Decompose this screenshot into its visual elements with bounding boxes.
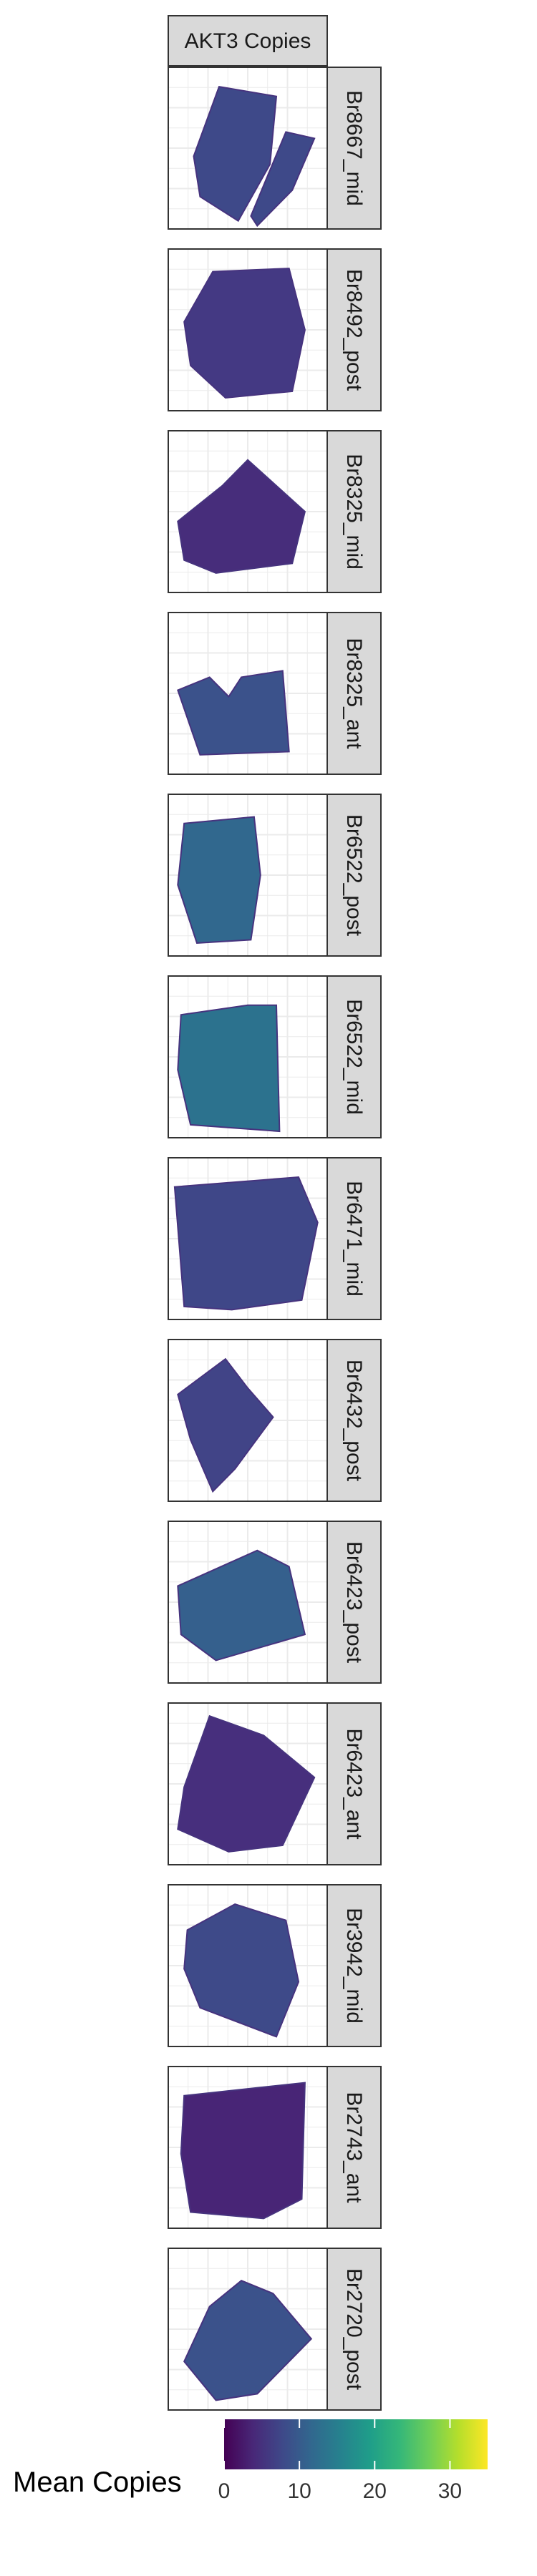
panel-strip [326, 1157, 382, 1320]
facet-panel: Br6522_mid [168, 975, 382, 1138]
facet-panel: Br6432_post [168, 1339, 382, 1502]
tissue-spots [177, 816, 261, 944]
panel-label: Br6423_ant [342, 1728, 366, 1840]
panel-strip [326, 1884, 382, 2047]
tissue-spots [177, 1549, 306, 1662]
panel-strip [326, 1521, 382, 1684]
facet-panel: Br6423_ant [168, 1702, 382, 1865]
facet-strip-bg [168, 15, 328, 67]
panel-label: Br6522_post [342, 814, 366, 937]
panel-label: Br8325_mid [342, 454, 366, 570]
facet-strip: AKT3 Copies [168, 15, 328, 67]
tissue-spots [193, 85, 278, 223]
panel-label: Br6423_post [342, 1541, 366, 1664]
panel-strip [326, 248, 382, 411]
panel-strip [326, 430, 382, 593]
legend-ticks: 0 10 20 30 [218, 2419, 462, 2503]
panel-strip [326, 2248, 382, 2411]
facet-panel: Br6423_post [168, 1521, 382, 1684]
facet-panel: Br6522_post [168, 794, 382, 957]
facet-panel: Br2743_ant [168, 2066, 382, 2229]
tissue-spots [183, 1903, 300, 2038]
panel-label: Br8492_post [342, 269, 366, 391]
panel-strip [326, 794, 382, 957]
tissue-spots [177, 459, 306, 574]
legend: Mean Copies 0 10 20 30 [13, 2419, 488, 2503]
panel-strip [326, 2066, 382, 2229]
facet-panel: Br8325_ant [168, 612, 382, 775]
legend-tick-label: 30 [438, 2479, 462, 2503]
tissue-spots [180, 2082, 306, 2220]
panel-strip [326, 67, 382, 230]
panel-label: Br6432_post [342, 1360, 366, 1482]
tissue-spots [177, 1714, 316, 1853]
facet-panel: Br6471_mid [168, 1157, 382, 1320]
tissue-spots [177, 1004, 281, 1133]
facet-panel: Br8667_mid [168, 67, 382, 230]
legend-tick-label: 0 [218, 2479, 231, 2503]
facet-panel: Br8325_mid [168, 430, 382, 593]
legend-tick-label: 10 [287, 2479, 311, 2503]
panel-strip [326, 975, 382, 1138]
panels: Br8667_mid Br8492_post Br8325_mid Br8325_an… [168, 67, 382, 2411]
facet-panel: Br2720_post [168, 2248, 382, 2411]
tissue-spots [250, 131, 316, 228]
legend-tick-label: 20 [363, 2479, 387, 2503]
legend-colorbar [224, 2419, 488, 2469]
panel-strip [326, 612, 382, 775]
tissue-spots [183, 2280, 313, 2401]
tissue-spots [177, 1357, 274, 1493]
panel-label: Br6522_mid [342, 999, 366, 1115]
facet-panel: Br8492_post [168, 248, 382, 411]
facet-panel: Br3942_mid [168, 1884, 382, 2047]
panel-label: Br6471_mid [342, 1181, 366, 1297]
panel-label: Br2720_post [342, 2268, 366, 2391]
facet-strip-label: AKT3 Copies [185, 29, 311, 53]
panel-strip [326, 1339, 382, 1502]
panel-label: Br3942_mid [342, 1908, 366, 2024]
panel-label: Br2743_ant [342, 2092, 366, 2203]
panel-strip [326, 1702, 382, 1865]
tissue-spots [183, 268, 306, 399]
tissue-spots [177, 670, 290, 756]
panel-label: Br8325_ant [342, 638, 366, 749]
panel-label: Br8667_mid [342, 90, 366, 206]
tissue-spots [173, 1176, 319, 1311]
legend-title: Mean Copies [13, 2467, 182, 2498]
